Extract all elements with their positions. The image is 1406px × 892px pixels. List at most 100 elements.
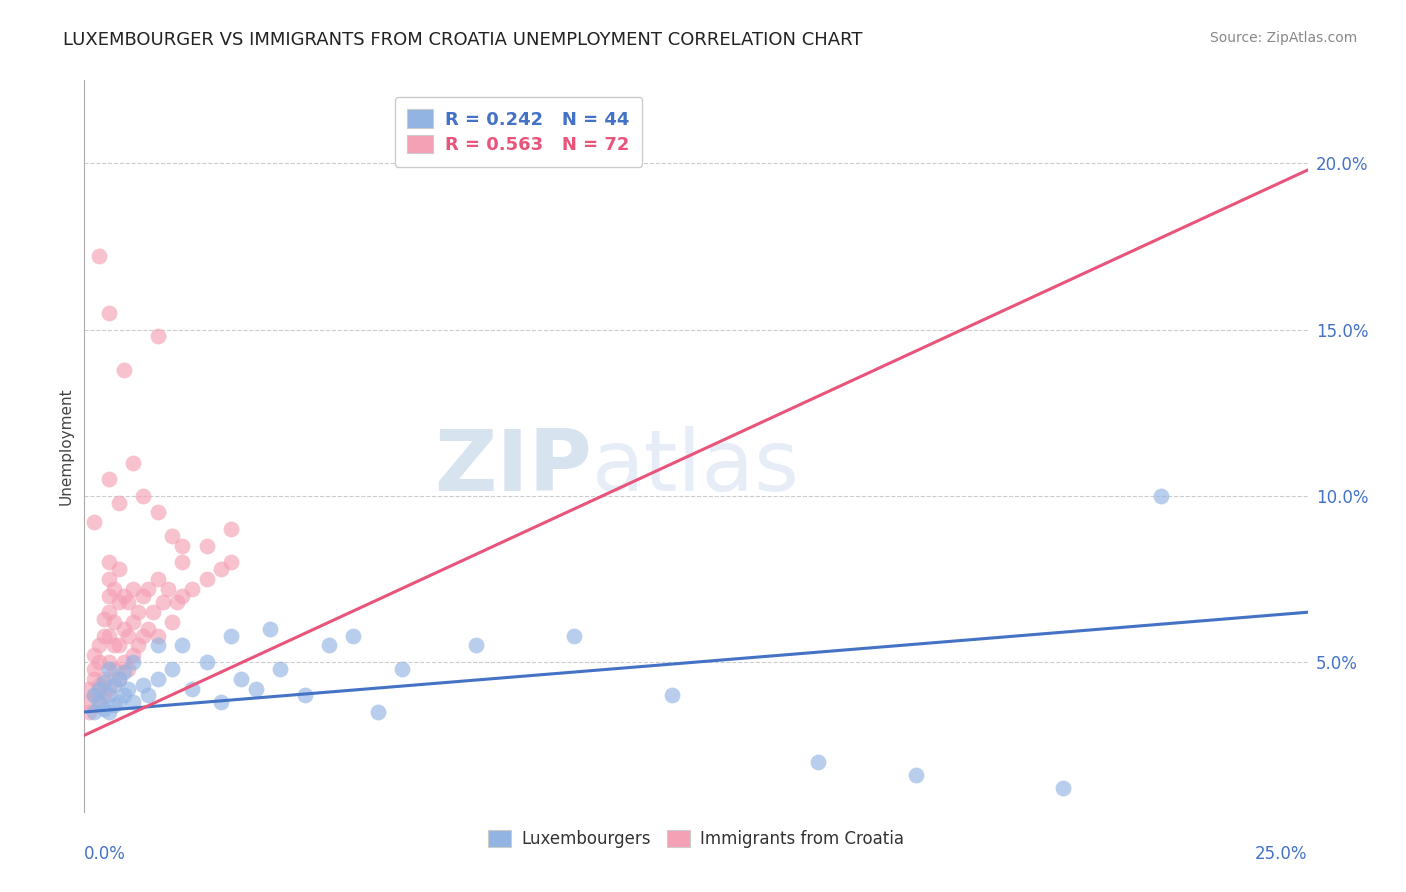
Point (103, 582, 125, 596)
Text: LUXEMBOURGER VS IMMIGRANTS FROM CROATIA UNEMPLOYMENT CORRELATION CHART: LUXEMBOURGER VS IMMIGRANTS FROM CROATIA … (63, 31, 863, 49)
Point (1150, 489, 1173, 503)
Point (97, 662, 120, 676)
Point (132, 628, 155, 642)
Point (107, 639, 129, 653)
Point (162, 529, 184, 543)
Text: atlas: atlas (592, 426, 800, 509)
Point (107, 695, 129, 709)
Point (172, 589, 194, 603)
Point (294, 689, 316, 703)
Point (181, 582, 204, 596)
Point (209, 562, 232, 576)
Point (93, 612, 115, 626)
Point (152, 595, 174, 609)
Point (156, 582, 179, 596)
Point (181, 681, 204, 696)
Point (142, 605, 165, 619)
Text: ZIP: ZIP (434, 426, 592, 509)
Point (195, 655, 218, 669)
Point (117, 681, 139, 696)
Point (83, 516, 105, 530)
Point (112, 689, 135, 703)
Point (83, 689, 105, 703)
Point (112, 589, 135, 603)
Point (146, 639, 169, 653)
Point (107, 595, 129, 609)
Point (195, 572, 218, 586)
Point (122, 648, 145, 663)
Point (122, 615, 145, 630)
Text: 0.0%: 0.0% (84, 845, 127, 863)
Point (87, 655, 110, 669)
Point (87, 639, 110, 653)
Point (905, 768, 928, 782)
Point (122, 695, 145, 709)
Point (103, 639, 125, 653)
Point (229, 672, 252, 686)
Point (107, 495, 129, 509)
Point (146, 506, 169, 520)
Legend: Luxembourgers, Immigrants from Croatia: Luxembourgers, Immigrants from Croatia (481, 823, 911, 855)
Point (127, 605, 149, 619)
Point (97, 705, 120, 719)
Point (269, 662, 291, 676)
Point (209, 695, 232, 709)
Point (195, 539, 218, 553)
Point (172, 555, 194, 569)
Point (112, 622, 135, 636)
Point (83, 662, 105, 676)
Point (97, 605, 120, 619)
Point (97, 655, 120, 669)
Point (136, 582, 159, 596)
Point (83, 648, 105, 663)
Point (172, 539, 194, 553)
Point (562, 628, 585, 642)
Point (103, 662, 125, 676)
Point (103, 698, 125, 713)
Text: 25.0%: 25.0% (1256, 845, 1308, 863)
Point (117, 595, 139, 609)
Point (87, 681, 110, 696)
Point (117, 628, 139, 642)
Point (122, 582, 145, 596)
Point (87, 250, 110, 264)
Point (93, 689, 115, 703)
Point (103, 678, 125, 692)
Y-axis label: Unemployment: Unemployment (58, 387, 73, 505)
Point (112, 362, 135, 376)
Point (87, 695, 110, 709)
Point (83, 705, 105, 719)
Point (136, 622, 159, 636)
Point (132, 589, 155, 603)
Point (807, 755, 830, 769)
Point (146, 572, 169, 586)
Point (219, 628, 242, 642)
Point (77, 705, 100, 719)
Point (661, 689, 683, 703)
Point (93, 672, 115, 686)
Point (391, 662, 413, 676)
Point (146, 628, 169, 642)
Point (97, 628, 120, 642)
Point (83, 689, 105, 703)
Point (122, 456, 145, 470)
Point (93, 675, 115, 690)
Point (112, 655, 135, 669)
Point (464, 639, 486, 653)
Point (97, 681, 120, 696)
Point (318, 639, 340, 653)
Point (93, 701, 115, 715)
Point (245, 681, 267, 696)
Text: Source: ZipAtlas.com: Source: ZipAtlas.com (1209, 31, 1357, 45)
Point (77, 681, 100, 696)
Point (132, 489, 155, 503)
Point (146, 672, 169, 686)
Point (97, 589, 120, 603)
Point (87, 695, 110, 709)
Point (127, 639, 149, 653)
Point (132, 678, 155, 692)
Point (117, 662, 139, 676)
Point (162, 662, 184, 676)
Point (162, 615, 184, 630)
Point (172, 639, 194, 653)
